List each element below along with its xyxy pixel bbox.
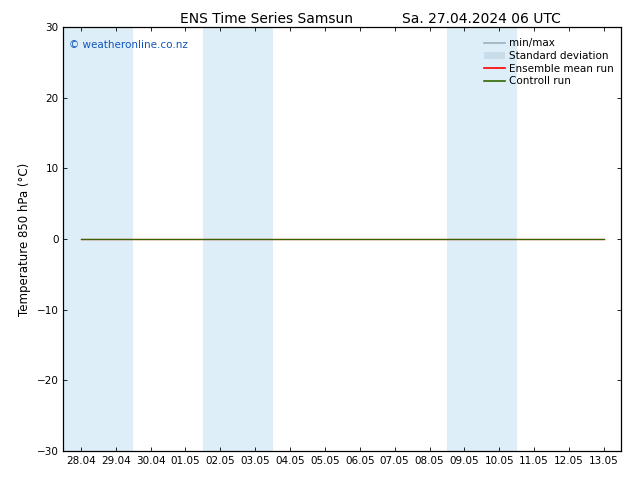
Text: ENS Time Series Samsun: ENS Time Series Samsun: [180, 12, 353, 26]
Bar: [482, 27, 517, 451]
Bar: [203, 27, 238, 451]
Text: Sa. 27.04.2024 06 UTC: Sa. 27.04.2024 06 UTC: [403, 12, 561, 26]
Legend: min/max, Standard deviation, Ensemble mean run, Controll run: min/max, Standard deviation, Ensemble me…: [482, 36, 616, 88]
Y-axis label: Temperature 850 hPa (°C): Temperature 850 hPa (°C): [18, 162, 31, 316]
Text: © weatheronline.co.nz: © weatheronline.co.nz: [69, 40, 188, 49]
Bar: [447, 27, 482, 451]
Bar: [238, 27, 273, 451]
Bar: [63, 27, 98, 451]
Bar: [98, 27, 133, 451]
